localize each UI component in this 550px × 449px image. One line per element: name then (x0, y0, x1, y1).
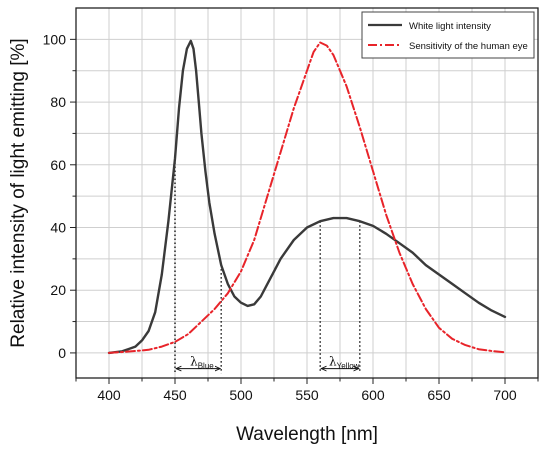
x-tick-label: 500 (229, 387, 253, 403)
legend-label-white-light: White light intensity (409, 21, 491, 32)
axis-ticks: 400 450 500 550 600 650 700 0 20 40 60 80 100 (43, 31, 539, 403)
x-tick-label: 400 (97, 387, 121, 403)
x-tick-label: 650 (427, 387, 451, 403)
x-tick-label: 450 (163, 387, 187, 403)
series-line-white-light (107, 39, 507, 355)
annotation-lambda-label: λBlue (190, 355, 214, 371)
x-axis-title: Wavelength [nm] (236, 424, 378, 445)
annotation-lambda-label: λYellow (329, 355, 360, 371)
lambda-symbol: λ (190, 355, 198, 369)
x-tick-label: 550 (295, 387, 319, 403)
series-line-eye-sensitivity (108, 41, 506, 354)
wavelength-annotations: λBlue λYellow (174, 158, 361, 374)
x-tick-label: 700 (493, 387, 517, 403)
y-tick-label: 20 (50, 282, 66, 298)
y-tick-label: 60 (50, 157, 66, 173)
y-axis-title: Relative intensity of light emitting [%] (8, 38, 29, 347)
y-tick-label: 100 (43, 31, 67, 47)
lambda-subscript: Yellow (337, 362, 360, 371)
legend: White light intensity Sensitivity of the… (361, 11, 535, 59)
lambda-subscript: Blue (198, 362, 215, 371)
y-tick-label: 40 (50, 219, 66, 235)
legend-box (361, 11, 535, 59)
legend-label-eye-sensitivity: Sensitivity of the human eye (409, 41, 528, 52)
y-tick-label: 0 (58, 345, 66, 361)
y-tick-label: 80 (50, 94, 66, 110)
lambda-symbol: λ (329, 355, 337, 369)
x-tick-label: 600 (361, 387, 385, 403)
series-lines (107, 39, 507, 355)
grid (76, 8, 538, 378)
